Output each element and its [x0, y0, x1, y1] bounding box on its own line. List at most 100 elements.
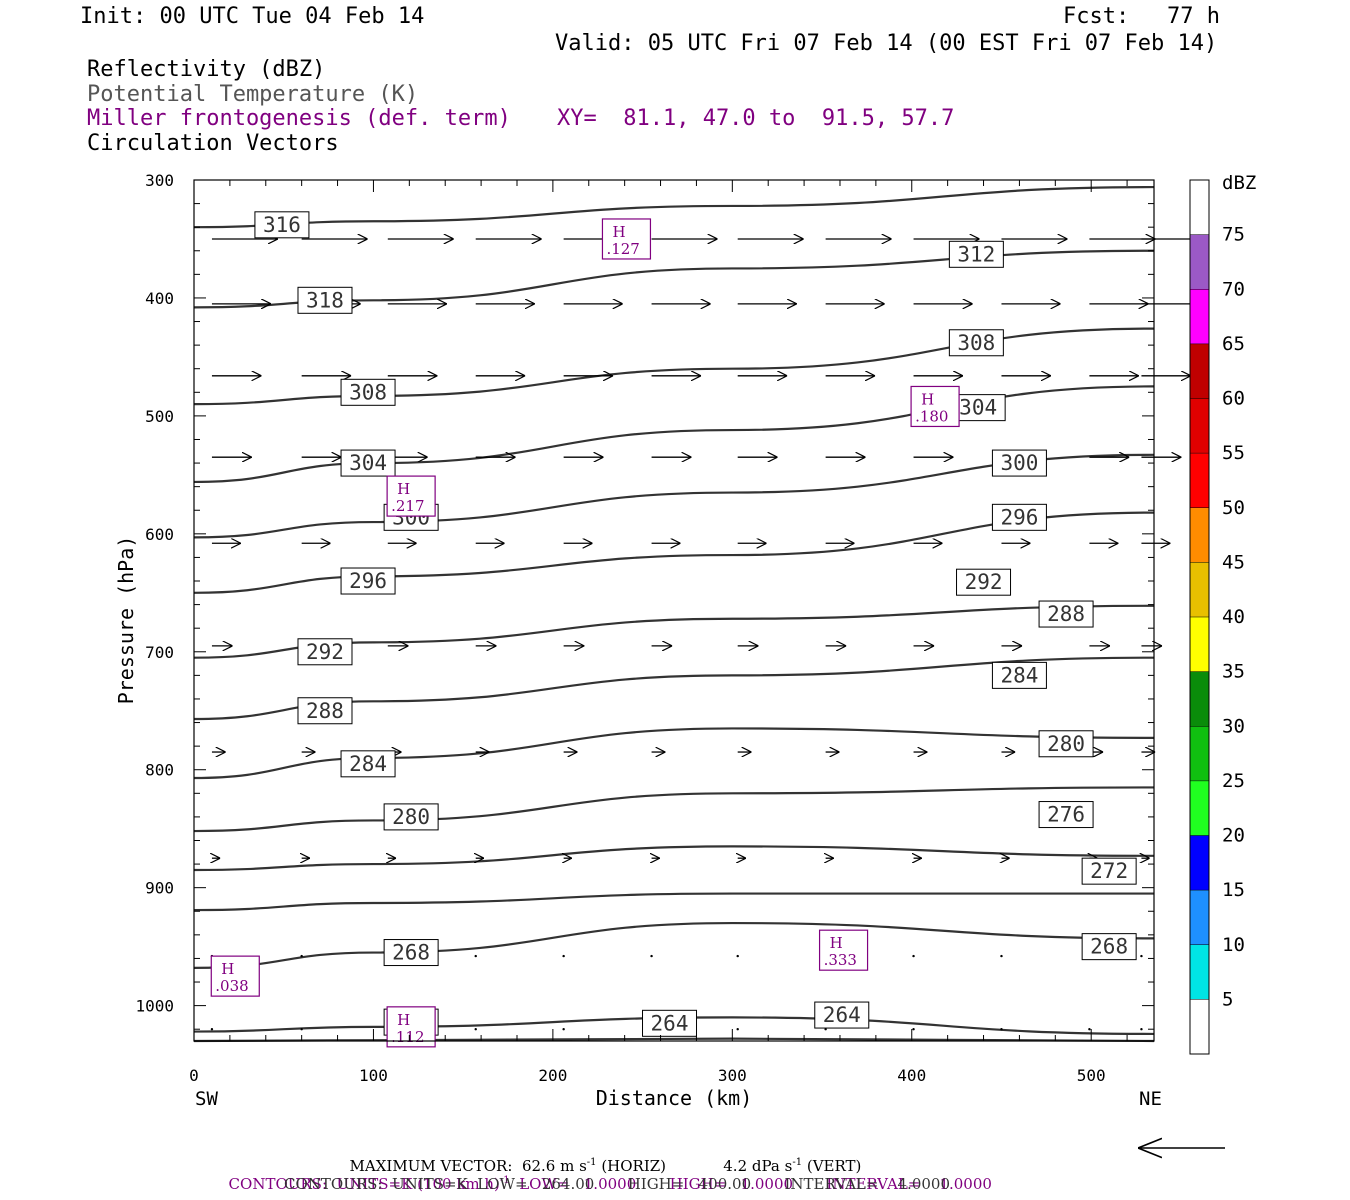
colorbar-swatch-3 [1190, 343, 1209, 399]
colorbar-swatch-2 [1190, 289, 1209, 344]
theta-label-text: 318 [306, 288, 344, 312]
vector-8-4 [562, 954, 565, 958]
contours1-a: CONTOURS: UNITS=K (100 km h) [228, 1175, 500, 1193]
colorbar-swatch-0 [1190, 180, 1209, 235]
vector-9-7 [824, 1028, 827, 1031]
colorbar-swatch-11 [1190, 780, 1209, 836]
theta-label-18: 280 [383, 803, 439, 831]
theta-label-box [948, 240, 1004, 268]
theta-label-text: 284 [349, 752, 387, 776]
theta-label-text: 296 [1000, 505, 1038, 529]
theta-label-text: 280 [1047, 732, 1085, 756]
colorbar-label-5: 50 [1222, 497, 1245, 519]
max-vector-vert-tail: (VERT) [802, 1157, 862, 1175]
y-tick-label-7: 1000 [135, 997, 174, 1016]
theta-label-box [340, 449, 396, 477]
frontogenesis-high-box [210, 955, 260, 997]
colorbar-label-12: 15 [1222, 879, 1245, 901]
vector-8-8 [912, 954, 915, 958]
vector-9-6 [736, 1028, 739, 1031]
colorbar-label-4: 55 [1222, 442, 1245, 464]
theta-label-box [340, 378, 396, 406]
vector-8-11 [1140, 954, 1143, 958]
theta-label-box [642, 1009, 698, 1037]
x-tick-label-4: 400 [897, 1066, 926, 1085]
x-tick-label-3: 300 [718, 1066, 747, 1085]
theta-label-text: 276 [1047, 803, 1085, 827]
theta-label-text: 288 [1047, 602, 1085, 626]
theta-label-text: 268 [1090, 935, 1128, 959]
colorbar-swatch-13 [1190, 890, 1209, 945]
frontogenesis-high-1: H.180 [910, 385, 960, 428]
theta-label-22: 268 [1081, 933, 1137, 961]
vector-9-11 [1140, 1028, 1143, 1031]
max-vector-horiz: 62.6 m s [521, 1157, 587, 1175]
theta-contour-4 [193, 453, 1155, 539]
theta-label-text: 308 [349, 380, 387, 404]
theta-label-text: 284 [1000, 663, 1038, 687]
colorbar-swatch-4 [1190, 398, 1209, 454]
frontogenesis-high-value: .112 [391, 1028, 424, 1046]
y-tick-label-5: 800 [145, 761, 174, 780]
theta-label-box [297, 638, 353, 666]
theta-label-21: 268 [383, 939, 439, 967]
theta-label-text: 272 [1090, 859, 1128, 883]
x-axis-label: Distance (km) [596, 1086, 753, 1110]
colorbar-label-0: 75 [1222, 224, 1245, 246]
max-vector-line: MAXIMUM VECTOR: 62.6 m s-1 (HORIZ) 4.2 d… [340, 1139, 862, 1175]
vector-9-3 [474, 1028, 477, 1031]
theta-label-text: 280 [392, 805, 430, 829]
theta-contours [193, 185, 1155, 1043]
max-vector-horiz-exp: -1 [586, 1157, 597, 1168]
theta-label-text: 304 [959, 396, 997, 420]
theta-label-17: 284 [340, 750, 396, 778]
theta-label-box [1038, 801, 1094, 829]
theta-contour-12 [193, 921, 1155, 969]
theta-label-box [340, 750, 396, 778]
colorbar-swatch-6 [1190, 507, 1209, 563]
theta-label-box [1081, 933, 1137, 961]
frontogenesis-high-5: H.112 [386, 1006, 436, 1048]
theta-label-24: 264 [814, 1001, 870, 1029]
theta-contour-0 [193, 185, 1155, 229]
theta-label-box [1038, 730, 1094, 758]
frontogenesis-high-letter: H [921, 390, 934, 408]
vector-9-1 [300, 1028, 303, 1031]
theta-contour-10 [193, 845, 1155, 872]
frontogenesis-high-letter: H [221, 960, 234, 978]
colorbar-label-9: 30 [1222, 715, 1245, 737]
colorbar-label-6: 45 [1222, 551, 1245, 573]
theta-label-box [814, 1001, 870, 1029]
title-frontogenesis: Miller frontogenesis (def. term) [87, 106, 511, 131]
theta-label-14: 284 [991, 661, 1047, 689]
theta-contour-5 [193, 511, 1155, 594]
vector-9-10 [1088, 1028, 1091, 1031]
valid-time: Valid: 05 UTC Fri 07 Feb 14 (00 EST Fri … [555, 31, 1218, 56]
theta-label-box [340, 567, 396, 595]
colorbar-swatch-1 [1190, 234, 1209, 290]
colorbar-label-1: 70 [1222, 278, 1245, 300]
title-circulation-vectors: Circulation Vectors [87, 131, 339, 156]
colorbar-label-14: 5 [1222, 988, 1233, 1010]
colorbar-label-11: 20 [1222, 825, 1245, 847]
theta-label-box [383, 803, 439, 831]
theta-label-box [956, 568, 1012, 596]
colorbar-swatch-5 [1190, 453, 1209, 508]
init-time: Init: 00 UTC Tue 04 Feb 14 [80, 4, 425, 29]
theta-label-text: 288 [306, 699, 344, 723]
colorbar-label-3: 60 [1222, 388, 1245, 410]
vector-8-6 [736, 954, 739, 958]
frontogenesis-high-value: .127 [606, 240, 639, 258]
frontogenesis-high-3: H.333 [818, 929, 869, 971]
theta-label-text: 268 [392, 941, 430, 965]
theta-label-text: 292 [306, 640, 344, 664]
theta-label-1: 312 [948, 240, 1004, 268]
max-vector-horiz-tail: (HORIZ) [596, 1157, 667, 1175]
theta-label-box [297, 697, 353, 725]
contours-theta-line: CONTOURS: UNITS=K LOW= 264.00 HIGH= 400.… [284, 1175, 950, 1193]
theta-label-6: 304 [340, 449, 396, 477]
y-axis-label: Pressure (hPa) [114, 536, 138, 705]
colorbar-label-10: 25 [1222, 770, 1245, 792]
